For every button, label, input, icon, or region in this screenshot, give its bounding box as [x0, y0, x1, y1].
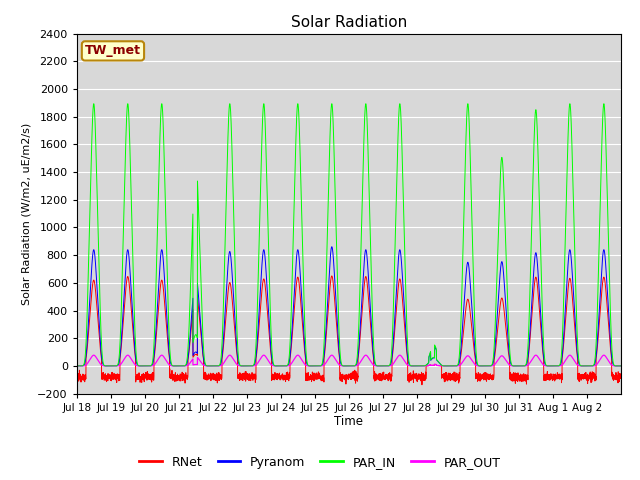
Pyranom: [617, 363, 625, 369]
RNet: [499, 295, 506, 301]
Y-axis label: Solar Radiation (W/m2, uE/m2/s): Solar Radiation (W/m2, uE/m2/s): [22, 122, 32, 305]
RNet: [328, 273, 335, 279]
Line: PAR_IN: PAR_IN: [77, 104, 621, 366]
Text: TW_met: TW_met: [85, 44, 141, 58]
Line: PAR_OUT: PAR_OUT: [77, 355, 621, 366]
RNet: [539, 349, 547, 355]
PAR_IN: [398, 150, 406, 156]
PAR_IN: [617, 363, 625, 369]
Pyranom: [328, 244, 335, 250]
Pyranom: [539, 345, 547, 350]
PAR_IN: [498, 155, 506, 160]
Pyranom: [369, 347, 377, 353]
Pyranom: [398, 269, 406, 275]
PAR_OUT: [186, 360, 193, 366]
RNet: [73, 374, 81, 380]
PAR_OUT: [73, 363, 81, 369]
Title: Solar Radiation: Solar Radiation: [291, 15, 407, 30]
Pyranom: [186, 340, 193, 346]
PAR_IN: [73, 363, 81, 369]
PAR_IN: [525, 327, 532, 333]
PAR_OUT: [398, 354, 406, 360]
PAR_OUT: [498, 353, 506, 359]
RNet: [186, 344, 193, 349]
RNet: [369, 351, 377, 357]
Legend: RNet, Pyranom, PAR_IN, PAR_OUT: RNet, Pyranom, PAR_IN, PAR_OUT: [134, 451, 506, 474]
RNet: [525, 349, 532, 355]
RNet: [418, 382, 426, 388]
PAR_OUT: [539, 361, 547, 367]
PAR_IN: [90, 101, 97, 107]
PAR_IN: [539, 321, 547, 327]
Line: RNet: RNet: [77, 276, 621, 385]
PAR_OUT: [617, 363, 625, 369]
RNet: [617, 375, 625, 381]
PAR_OUT: [525, 361, 532, 367]
Pyranom: [73, 363, 81, 369]
PAR_IN: [369, 327, 377, 333]
PAR_OUT: [369, 361, 377, 367]
PAR_IN: [186, 308, 193, 313]
X-axis label: Time: Time: [334, 415, 364, 429]
PAR_OUT: [90, 352, 97, 358]
Pyranom: [525, 348, 532, 353]
Pyranom: [498, 259, 506, 264]
Line: Pyranom: Pyranom: [77, 247, 621, 366]
RNet: [398, 292, 406, 298]
